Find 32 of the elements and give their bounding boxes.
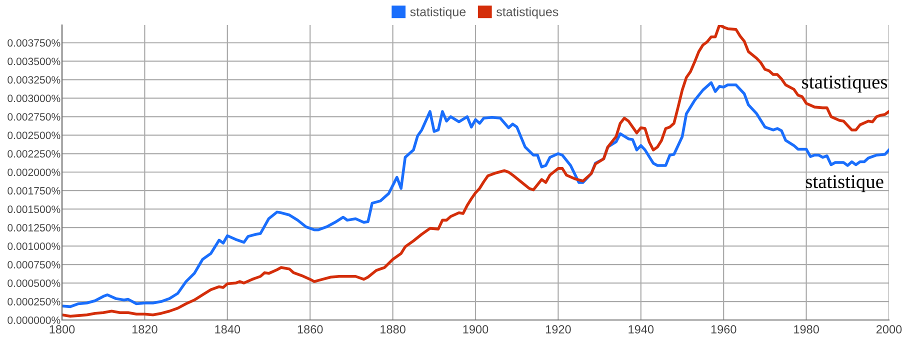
y-tick-label: 0.002500% [8, 132, 60, 140]
y-tick-label: 0.001000% [8, 242, 60, 250]
x-tick-label: 2000 [876, 325, 902, 334]
x-tick-label: 1980 [794, 325, 819, 334]
y-tick-label: 0.003500% [8, 58, 60, 66]
y-tick-label: 0.003250% [8, 76, 60, 84]
y-tick-label: 0.002750% [8, 113, 60, 121]
x-tick-label: 1800 [50, 325, 75, 334]
y-tick-label: 0.002000% [8, 168, 60, 176]
y-tick-label: 0.003750% [8, 39, 60, 47]
x-tick-label: 1940 [628, 325, 654, 334]
text: statistique [806, 175, 884, 192]
y-tick-label: 0.000750% [8, 261, 60, 268]
x-tick-label: 1960 [711, 325, 736, 334]
y-tick-label: 0.001750% [8, 187, 60, 195]
y-tick-label: 0.003000% [8, 94, 60, 102]
x-tick-label: 1840 [215, 325, 240, 334]
text: statistiques [802, 76, 888, 93]
y-tick-label: 0.000250% [8, 298, 60, 306]
y-tick-label: 0.001500% [8, 206, 60, 214]
legend-label: statistiques [496, 7, 558, 19]
x-tick-label: 1860 [298, 325, 323, 334]
x-tick-label: 1920 [546, 325, 571, 334]
y-tick-label: 0.000500% [8, 279, 60, 287]
y-tick-label: 0.002250% [8, 150, 60, 158]
y-tick-label: 0.001250% [8, 224, 60, 232]
x-tick-label: 1900 [463, 325, 488, 334]
x-tick-label: 1880 [380, 325, 406, 334]
legend-label: statistique [410, 7, 466, 19]
x-tick-label: 1820 [132, 325, 158, 334]
line-series [62, 25, 889, 318]
y-tick-label: 0.000000% [8, 316, 60, 324]
